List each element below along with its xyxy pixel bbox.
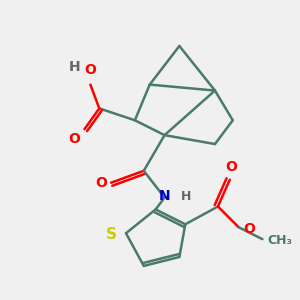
Text: O: O	[84, 63, 96, 77]
Text: S: S	[106, 227, 117, 242]
Text: H: H	[68, 60, 80, 74]
Text: O: O	[243, 222, 255, 236]
Text: O: O	[68, 132, 80, 146]
Text: H: H	[181, 190, 191, 202]
Text: CH₃: CH₃	[267, 234, 292, 247]
Text: O: O	[225, 160, 237, 174]
Text: O: O	[95, 176, 107, 190]
Text: N: N	[159, 189, 170, 203]
